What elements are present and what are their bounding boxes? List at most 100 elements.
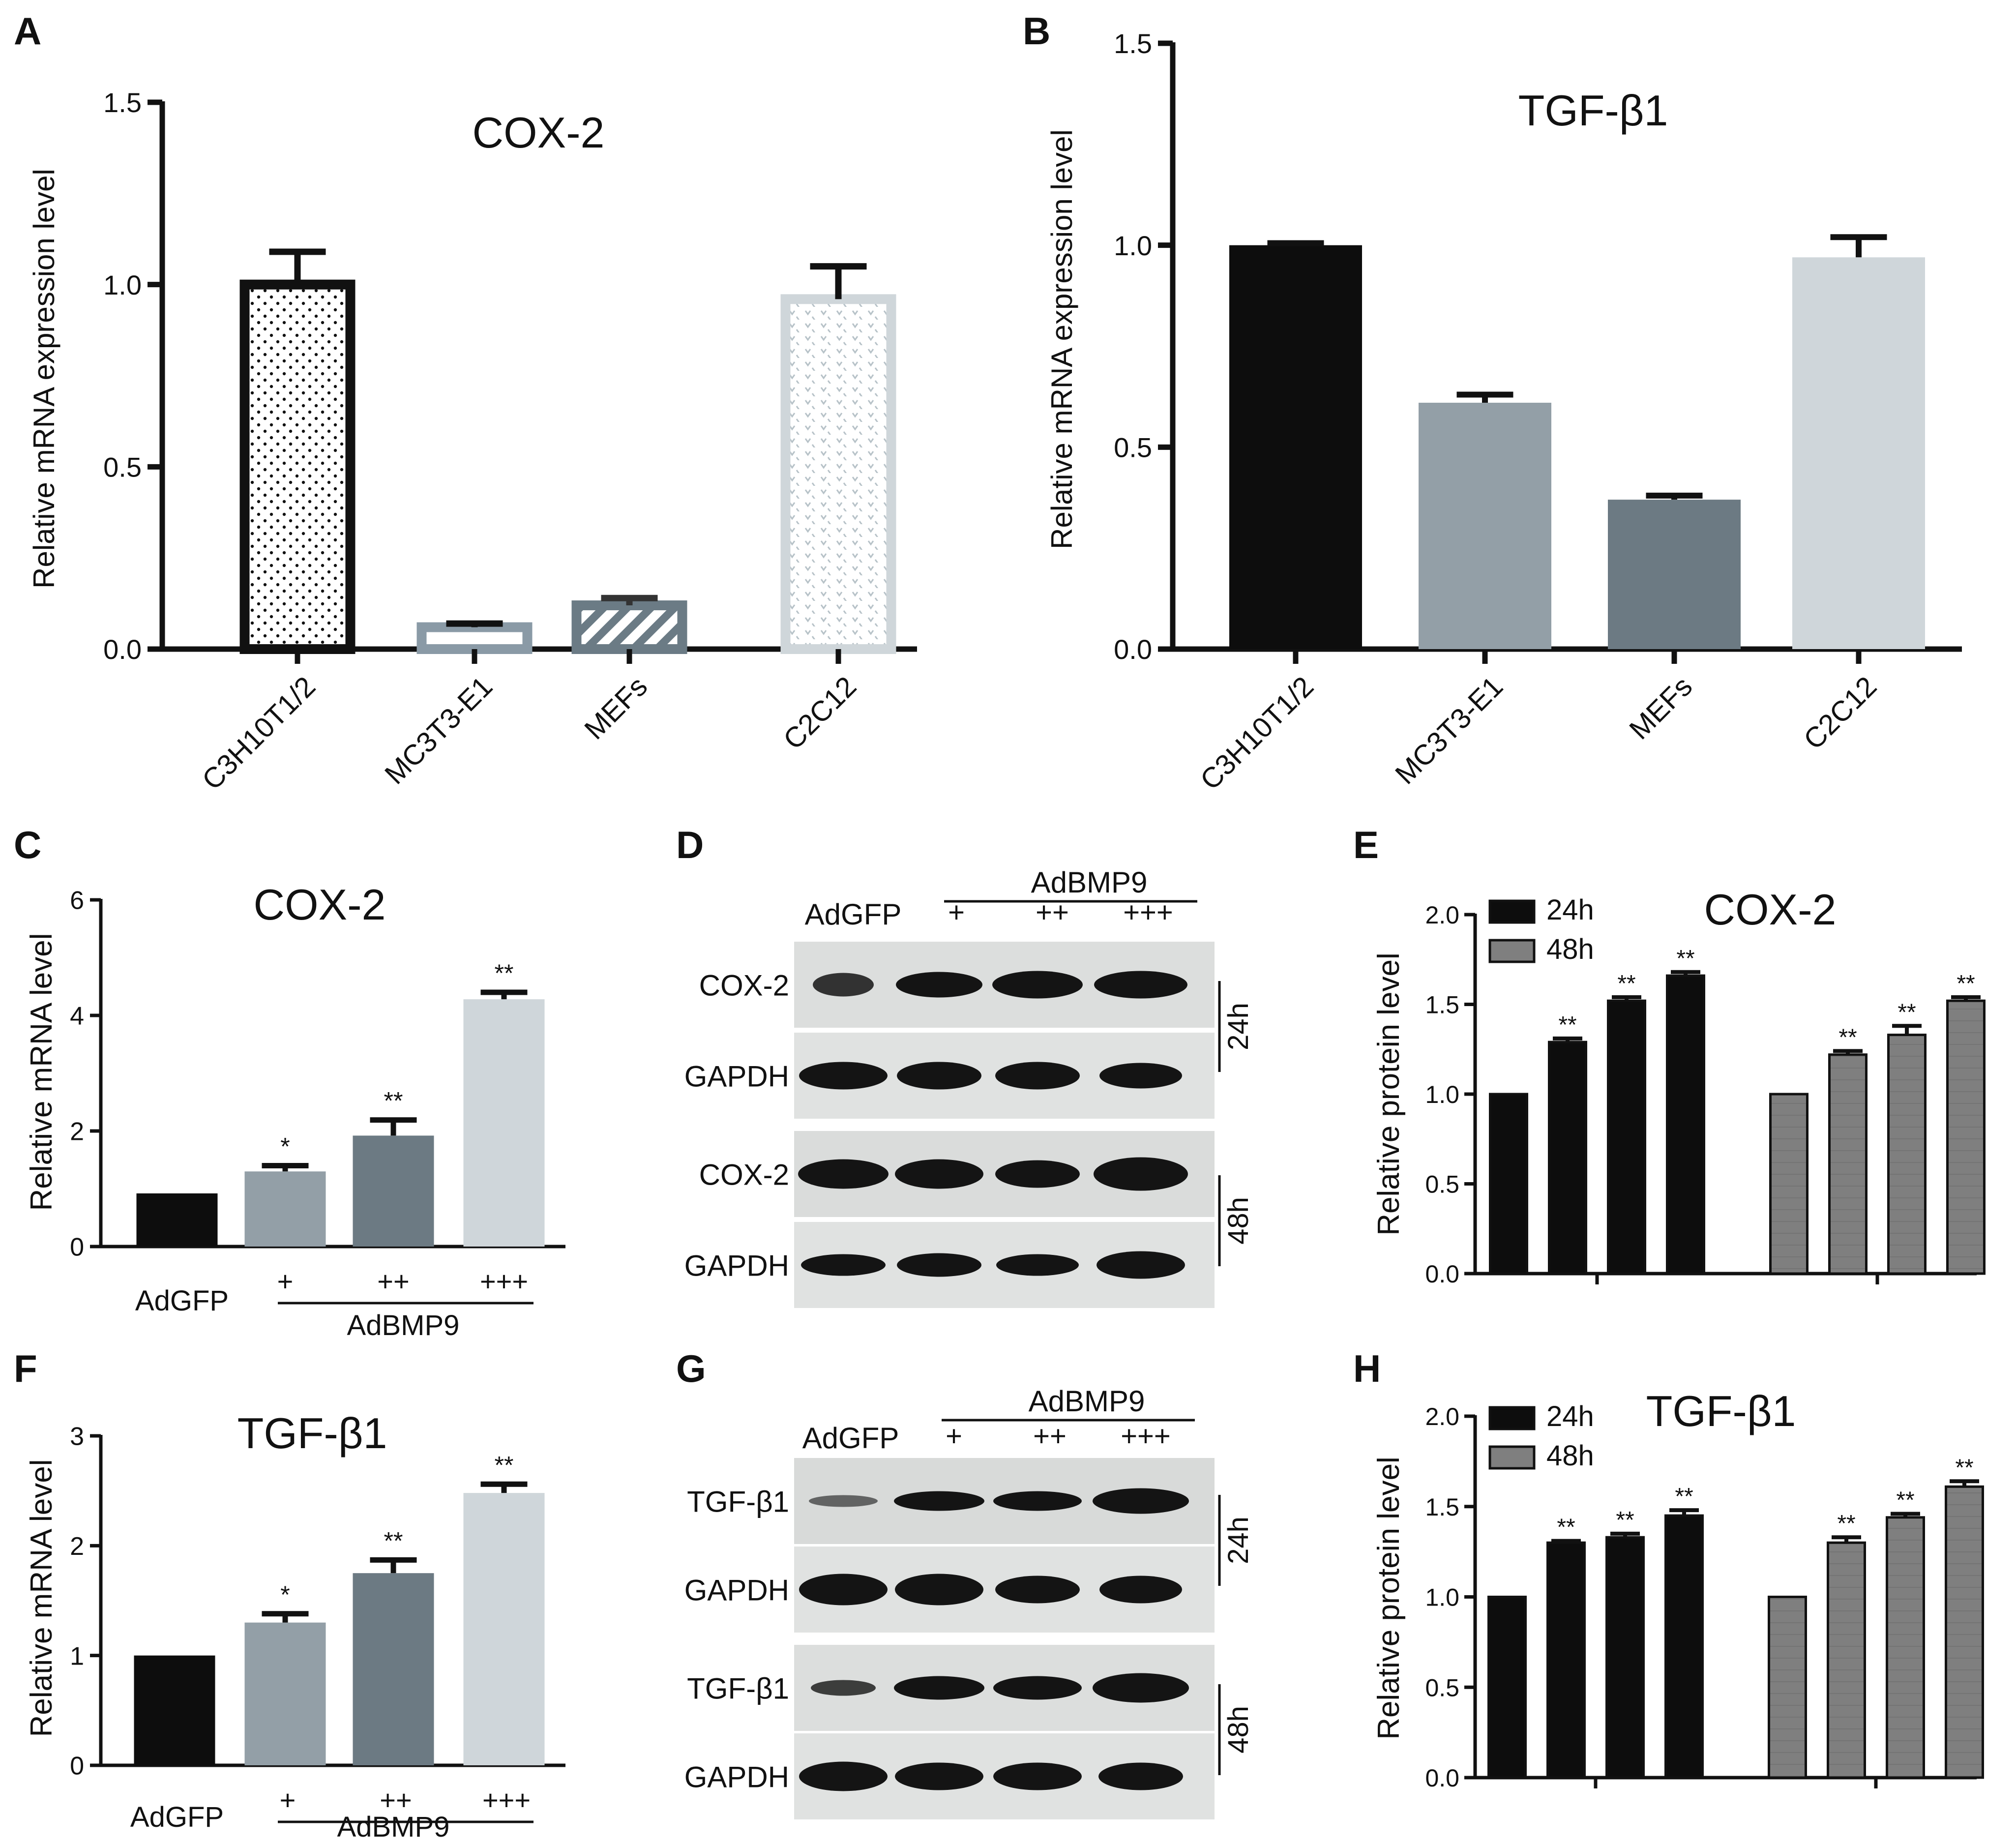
blot-band: [897, 1253, 981, 1277]
dose-label: ++: [380, 1785, 412, 1815]
timepoint-label: 24h: [1222, 1517, 1254, 1564]
bar-MEFs: [1608, 500, 1741, 649]
y-axis-label: Relative mRNA expression level: [1045, 129, 1078, 549]
y-axis-label: Relative mRNA level: [25, 933, 59, 1211]
blot-band: [1094, 971, 1187, 999]
y-tick-label: 2: [70, 1532, 84, 1561]
blot-band: [993, 1762, 1082, 1790]
panel-letter-E: E: [1353, 823, 1379, 866]
y-tick-label: 0: [70, 1233, 84, 1262]
bar-48h-3: [1945, 1485, 1984, 1779]
timepoint-label: 24h: [1222, 1003, 1254, 1050]
blot-band: [995, 1062, 1080, 1090]
chart-title: TGF-β1: [1646, 1387, 1796, 1435]
panel-letter-D: D: [676, 823, 704, 866]
chart-title: TGF-β1: [1518, 86, 1668, 135]
bar-24h-3: [1664, 1514, 1704, 1779]
significance-mark: **: [1955, 1455, 1973, 1481]
legend-label: 24h: [1546, 894, 1594, 926]
dose-label: +: [280, 1785, 296, 1815]
blot-group-label: AdBMP9: [1031, 866, 1148, 899]
y-tick-label: 3: [70, 1423, 84, 1451]
legend-swatch-24h: [1488, 899, 1536, 924]
x-category-label: MC3T3-E1: [379, 670, 499, 790]
blot-band: [801, 1254, 886, 1276]
y-tick-label: 1.0: [1114, 230, 1152, 261]
y-tick-label: 4: [70, 1002, 84, 1031]
x-category-label: MEFs: [578, 670, 653, 745]
blot-row-label: COX-2: [699, 969, 789, 1002]
panel-letter-G: G: [676, 1347, 706, 1390]
significance-mark: *: [280, 1133, 290, 1160]
y-tick-label: 1.5: [1425, 1493, 1459, 1521]
blot-band: [895, 1762, 983, 1790]
panel-letter-B: B: [1023, 9, 1050, 53]
group-label: AdBMP9: [337, 1811, 450, 1843]
y-tick-label: 1.0: [103, 269, 142, 300]
bar-24h-1: [1546, 1541, 1586, 1779]
bar-MC3T3-E1: [416, 622, 533, 654]
blot-band: [1093, 1673, 1189, 1703]
blot-dose-label: +: [946, 1420, 962, 1452]
x-category-label: MEFs: [1623, 670, 1698, 745]
blot-band: [799, 1062, 888, 1090]
blot-band: [993, 1676, 1082, 1700]
x-control-label: AdGFP: [130, 1801, 224, 1833]
bar-C2C12: [780, 294, 896, 654]
y-axis-label: Relative mRNA level: [25, 1459, 59, 1737]
timepoint-label: 48h: [1222, 1706, 1254, 1754]
y-axis-label: Relative protein level: [1372, 1457, 1406, 1740]
panel-letter-A: A: [14, 9, 41, 53]
legend-swatch-48h: [1488, 1445, 1536, 1470]
blot-band: [895, 1574, 983, 1606]
blot-group-label: AdBMP9: [1029, 1385, 1145, 1418]
blot-row-label: GAPDH: [684, 1574, 789, 1607]
blot-band: [1093, 1488, 1189, 1514]
y-tick-label: 1.0: [1425, 1081, 1459, 1108]
blot-band: [799, 1761, 888, 1791]
y-tick-label: 0.5: [1425, 1171, 1459, 1198]
x-category-label: C2C12: [777, 670, 863, 756]
bar-C3H10T1/2: [239, 279, 356, 654]
significance-mark: **: [1838, 1024, 1857, 1050]
significance-mark: **: [1558, 1012, 1576, 1038]
y-tick-label: 0.0: [1425, 1260, 1459, 1288]
bar-++: [353, 1135, 434, 1247]
bar-+++: [463, 999, 545, 1247]
bar-48h-2: [1886, 1516, 1925, 1779]
x-category-label: C3H10T1/2: [1194, 670, 1320, 796]
bar-C3H10T1/2: [1229, 245, 1362, 650]
y-tick-label: 0.5: [1425, 1674, 1459, 1701]
y-tick-label: 2.0: [1425, 1403, 1459, 1430]
blot-row-label: GAPDH: [684, 1249, 789, 1282]
bar-48h-0: [1769, 1093, 1808, 1275]
significance-mark: *: [280, 1581, 290, 1608]
significance-mark: **: [1896, 1487, 1914, 1513]
blot-band: [799, 1574, 888, 1606]
significance-mark: **: [495, 1451, 514, 1479]
y-tick-label: 1.5: [1425, 991, 1459, 1019]
blot-dose-label: ++: [1033, 1420, 1067, 1452]
group-label: AdBMP9: [347, 1309, 460, 1341]
bar-++: [353, 1573, 434, 1765]
significance-mark: **: [1957, 971, 1975, 997]
blot-band: [894, 1491, 984, 1511]
bar-24h-2: [1607, 999, 1646, 1275]
significance-mark: **: [1557, 1515, 1575, 1541]
bar-48h-3: [1946, 999, 1986, 1275]
y-tick-label: 1.0: [1425, 1584, 1459, 1611]
significance-mark: **: [1897, 999, 1916, 1025]
blot-band: [1099, 1576, 1182, 1604]
blot-dose-label: +++: [1121, 1420, 1171, 1452]
blot-control-label: AdGFP: [805, 898, 902, 931]
dose-label: +: [277, 1266, 294, 1297]
blot-row-label: COX-2: [699, 1159, 789, 1191]
y-tick-label: 0.5: [1114, 432, 1152, 463]
y-tick-label: 0.0: [1425, 1764, 1459, 1792]
bar-AdGFP: [136, 1193, 218, 1247]
y-tick-label: 1: [70, 1642, 84, 1670]
blot-band: [1099, 1063, 1182, 1089]
blot-band: [992, 971, 1083, 999]
blot-dose-label: +: [948, 896, 965, 928]
